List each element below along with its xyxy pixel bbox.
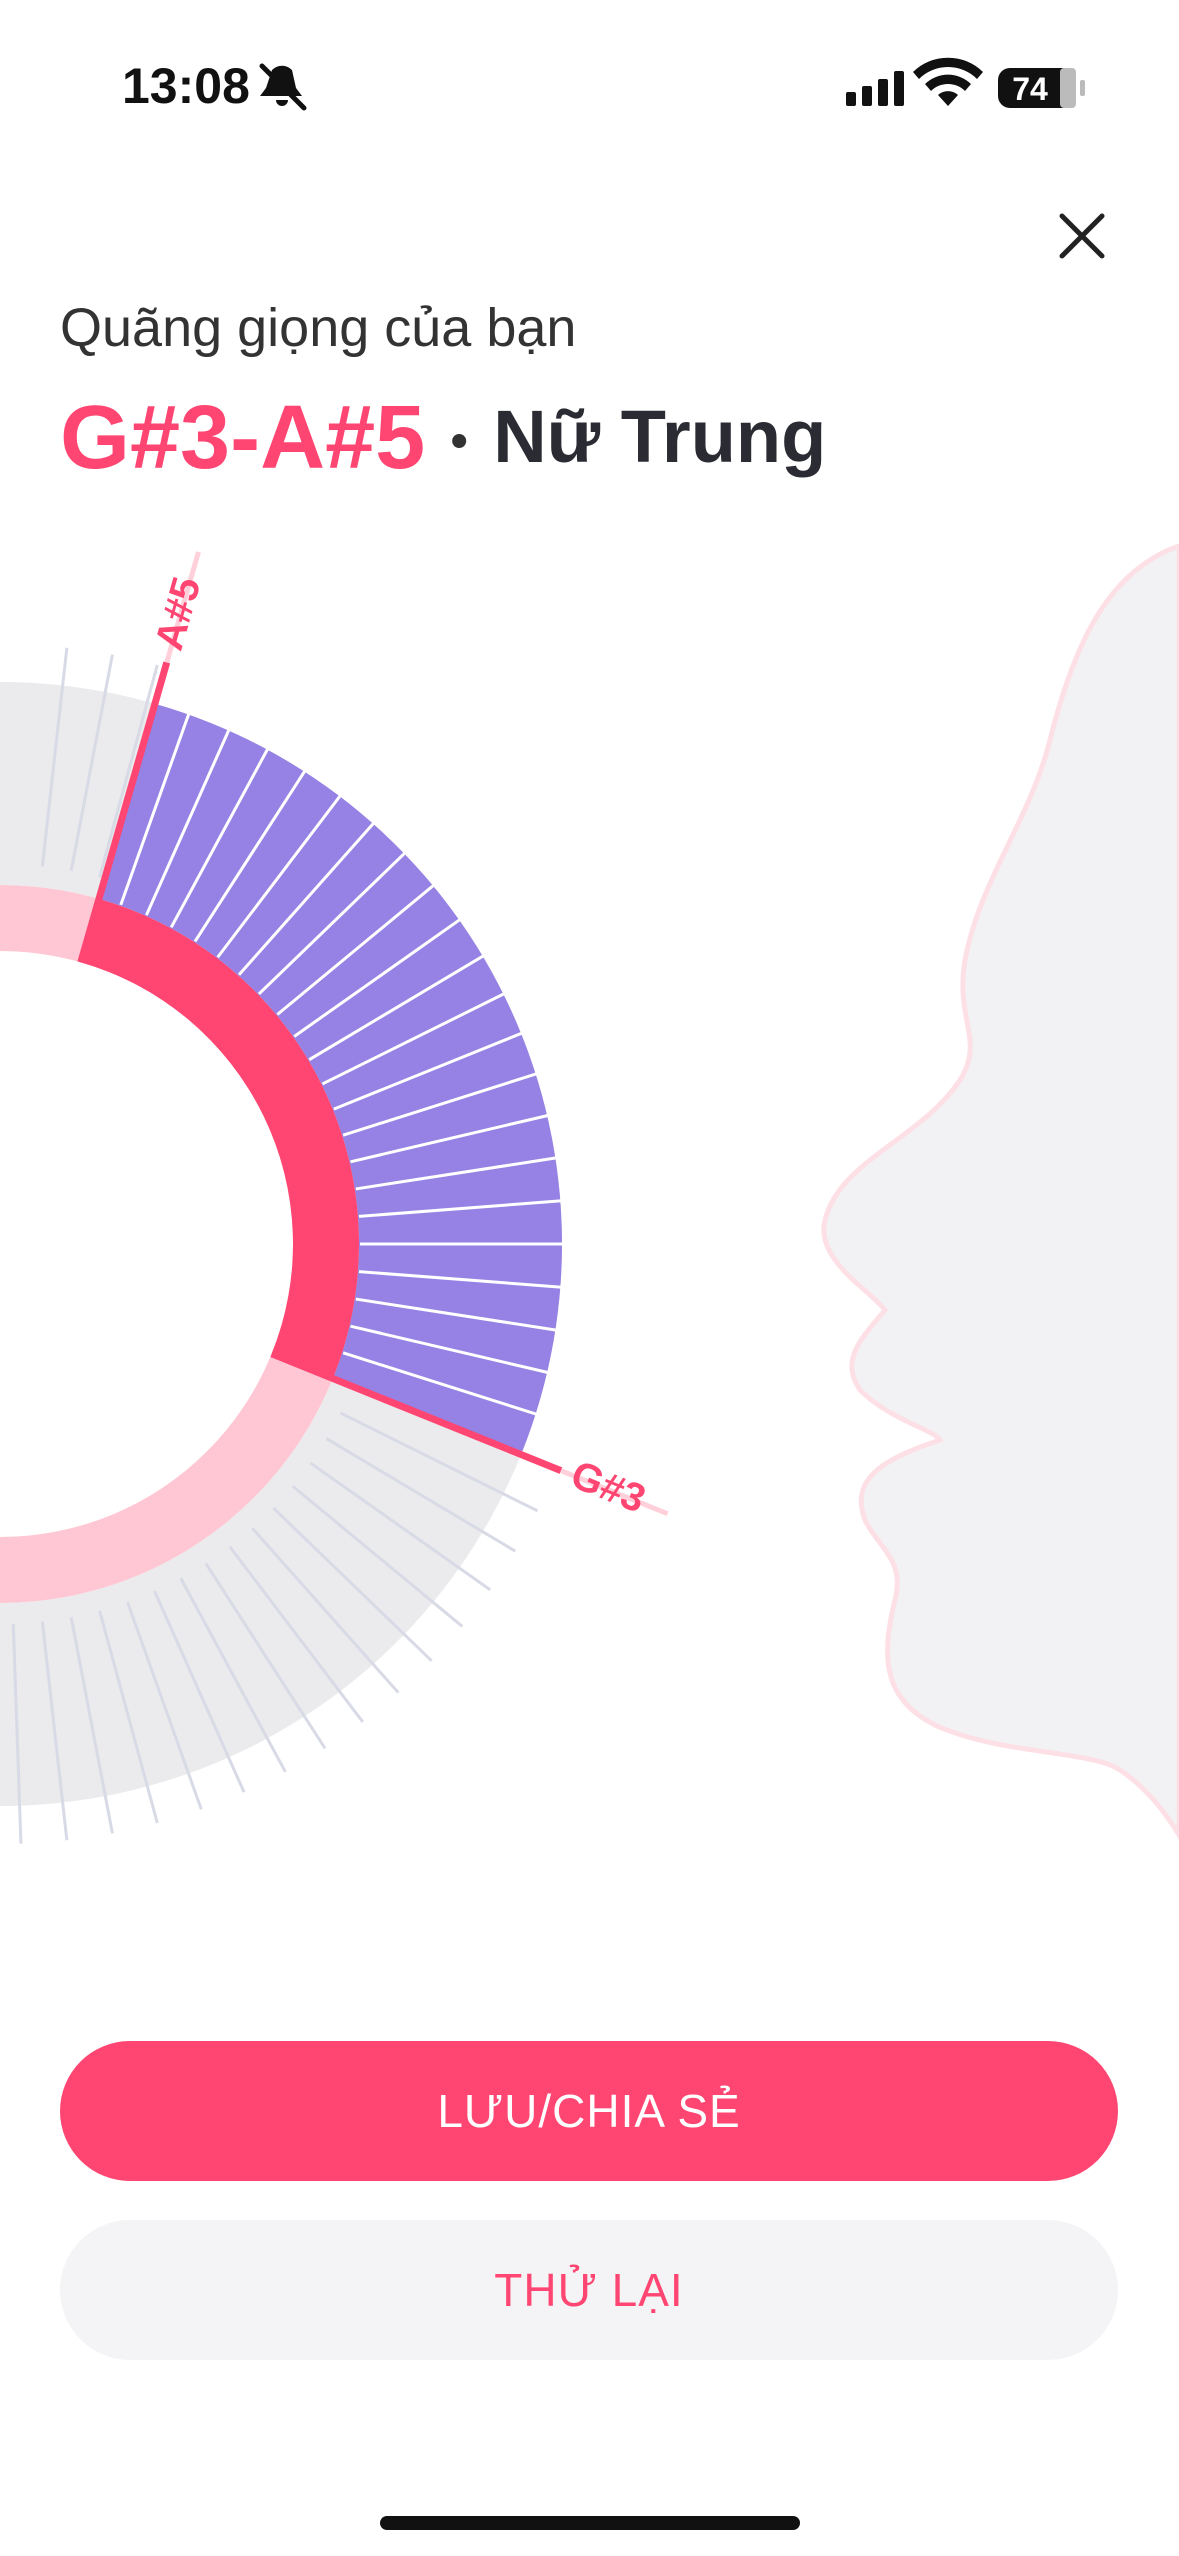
wheel-tick — [350, 1324, 573, 1380]
range-marker — [270, 1350, 563, 1474]
face-silhouette — [821, 543, 1179, 1840]
wheel-tick — [355, 1152, 582, 1191]
save-share-button[interactable]: LƯU/CHIA SẺ — [60, 2041, 1118, 2181]
range-text: G#3-A#5 — [60, 388, 425, 488]
wheel-tick — [40, 1621, 69, 1841]
wheel-tick — [272, 1506, 433, 1662]
wheel-tick — [358, 1270, 587, 1291]
wheel-tick — [119, 689, 199, 906]
range-label: A#5 — [147, 572, 210, 655]
retry-button[interactable]: THỬ LẠI — [60, 2220, 1118, 2360]
wheel-tick — [193, 748, 320, 943]
wheel-tick — [179, 1577, 287, 1773]
wheel-tick — [126, 1601, 203, 1810]
wheel-tick — [309, 1461, 492, 1592]
wheel-tick — [204, 1562, 327, 1750]
wheel-tick — [11, 1623, 23, 1844]
wheel-tick — [325, 1437, 517, 1553]
range-marker-fade — [560, 1468, 669, 1517]
wheel-tick — [40, 647, 69, 867]
close-icon[interactable] — [1042, 196, 1122, 276]
wheel-tick — [257, 834, 425, 996]
status-time: 13:08 — [122, 58, 250, 114]
wheel-tick — [293, 903, 482, 1038]
range-marker — [77, 661, 171, 964]
wheel-tick — [169, 726, 281, 929]
wheel-tick — [98, 1610, 159, 1824]
wheel-tick — [355, 1297, 582, 1336]
voice-type: Nữ Trung — [493, 395, 826, 478]
range-label: G#3 — [565, 1453, 652, 1522]
wheel-tick — [69, 1616, 114, 1834]
wheel-tick — [228, 1545, 364, 1723]
wheel-tick — [333, 1022, 546, 1111]
wheel-tick — [291, 1485, 464, 1628]
wheel-tick — [276, 868, 455, 1016]
wheel-tick — [153, 1590, 246, 1793]
wheel-tick — [339, 1411, 539, 1513]
wheel-tick — [237, 803, 392, 976]
wheel-tick — [350, 1108, 573, 1164]
wheel-tick — [358, 1197, 587, 1218]
range-wheel: A#5 G#3 — [0, 551, 669, 1844]
wheel-tick — [321, 981, 528, 1086]
separator-dot — [452, 434, 467, 448]
subtitle: Quãng giọng của bạn — [60, 298, 576, 358]
wheel-tick — [342, 1064, 561, 1137]
wheel-tick — [342, 1351, 561, 1424]
battery-level: 74 — [1012, 71, 1048, 107]
wheel-tick — [251, 1527, 400, 1694]
range-marker-fade — [164, 551, 201, 664]
wheel-tick — [145, 706, 241, 916]
wheel-tick — [216, 774, 357, 959]
inner-ring-active — [80, 898, 359, 1379]
status-icons — [259, 57, 1085, 111]
home-indicator — [380, 2516, 800, 2530]
wheel-tick — [69, 654, 114, 872]
wheel-tick — [308, 941, 506, 1061]
wheel-tick — [98, 664, 159, 878]
